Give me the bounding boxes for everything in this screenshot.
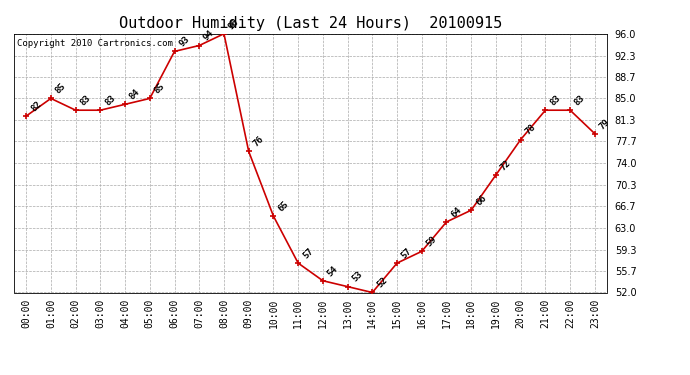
Text: 52: 52 <box>375 276 389 290</box>
Text: 59: 59 <box>424 235 439 249</box>
Text: 72: 72 <box>499 158 513 172</box>
Text: 94: 94 <box>202 29 216 43</box>
Title: Outdoor Humidity (Last 24 Hours)  20100915: Outdoor Humidity (Last 24 Hours) 2010091… <box>119 16 502 31</box>
Text: 83: 83 <box>79 93 92 107</box>
Text: 82: 82 <box>29 99 43 113</box>
Text: 57: 57 <box>400 246 414 260</box>
Text: 66: 66 <box>474 194 488 207</box>
Text: 85: 85 <box>54 82 68 96</box>
Text: 64: 64 <box>449 205 463 219</box>
Text: 78: 78 <box>524 123 538 137</box>
Text: 93: 93 <box>177 34 191 49</box>
Text: 83: 83 <box>103 93 117 107</box>
Text: 83: 83 <box>548 93 562 107</box>
Text: 79: 79 <box>598 117 611 131</box>
Text: 96: 96 <box>227 17 241 31</box>
Text: 84: 84 <box>128 88 142 102</box>
Text: 85: 85 <box>152 82 166 96</box>
Text: 76: 76 <box>251 135 266 148</box>
Text: 83: 83 <box>573 93 587 107</box>
Text: 54: 54 <box>326 264 339 278</box>
Text: 65: 65 <box>276 199 290 213</box>
Text: 57: 57 <box>301 246 315 260</box>
Text: Copyright 2010 Cartronics.com: Copyright 2010 Cartronics.com <box>17 39 172 48</box>
Text: 53: 53 <box>351 270 364 284</box>
